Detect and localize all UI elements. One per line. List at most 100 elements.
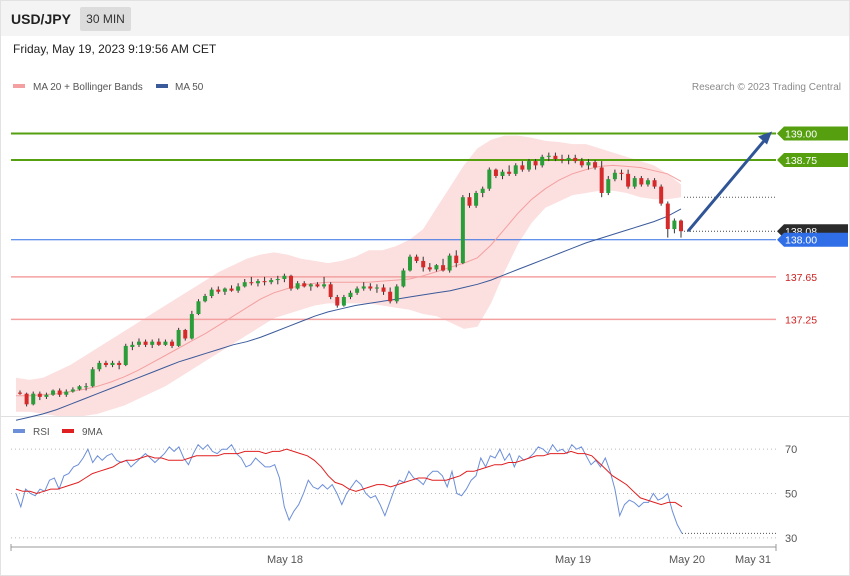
candle-body: [388, 291, 393, 302]
candle-down: [652, 178, 657, 189]
candle-body: [136, 341, 141, 345]
candle-up: [322, 276, 327, 289]
candle-body: [553, 155, 558, 159]
candle-body: [520, 165, 525, 170]
projection-arrow-head: [758, 131, 772, 145]
candle-body: [606, 179, 611, 193]
candle-body: [322, 284, 327, 287]
ma50-legend-label: MA 50: [175, 82, 204, 93]
candle-body: [487, 169, 492, 189]
candle-up: [348, 290, 353, 300]
candle-body: [90, 369, 95, 387]
candle-body: [295, 283, 300, 289]
candle-body: [242, 282, 247, 287]
candle-body: [269, 280, 274, 283]
candle-down: [24, 392, 29, 407]
candle-up: [341, 294, 346, 307]
candle-up: [84, 383, 89, 391]
candle-up: [282, 273, 287, 283]
candle-body: [196, 301, 201, 315]
bollinger-band: [16, 135, 681, 416]
candle-down: [560, 154, 565, 164]
candle-body: [189, 314, 194, 339]
candle-down: [302, 281, 307, 288]
candle-up: [546, 152, 551, 162]
candle-up: [44, 392, 49, 400]
candle-down: [579, 157, 584, 168]
candle-body: [361, 286, 366, 289]
candle-body: [130, 344, 135, 347]
pivot-tag-label: 138.00: [785, 235, 817, 247]
candle-up: [308, 283, 313, 291]
candle-body: [57, 390, 62, 395]
candle-down: [57, 388, 62, 397]
credit-label: Research © 2023 Trading Central: [692, 82, 841, 93]
projection-arrow: [686, 131, 772, 233]
resistance-tag-shape: [777, 153, 848, 168]
candle-up: [361, 282, 366, 291]
candle-down: [249, 276, 254, 286]
candle-body: [203, 295, 208, 302]
rsi-ma-legend-swatch: [62, 429, 74, 433]
candle-up: [64, 389, 69, 397]
candle-up: [672, 218, 677, 234]
candle-body: [328, 284, 333, 298]
candle-body: [302, 283, 307, 287]
candle-body: [480, 188, 485, 193]
rsi-legend-swatch: [13, 429, 25, 433]
candle-down: [593, 160, 598, 170]
candle-down: [414, 254, 419, 264]
candle-up: [51, 389, 56, 396]
candle-down: [553, 152, 558, 162]
candle-body: [51, 390, 56, 395]
candle-up: [401, 268, 406, 288]
x-axis: May 18 May 19 May 20 May 31: [10, 544, 777, 566]
candle-body: [110, 362, 115, 366]
candle-body: [44, 394, 49, 397]
candles: [18, 152, 683, 407]
candle-up: [222, 287, 227, 295]
candle-down: [679, 219, 683, 238]
candle-down: [216, 286, 221, 294]
candle-body: [103, 362, 108, 366]
candle-body: [37, 393, 42, 397]
rsi-panel: 70 50 30: [11, 443, 797, 545]
panel-divider: [1, 416, 849, 417]
rsi-ma-line: [15, 448, 683, 508]
candle-body: [546, 155, 551, 157]
candle-down: [117, 360, 122, 370]
ma50-line: [15, 208, 682, 421]
candle-down: [262, 276, 267, 286]
candle-body: [143, 341, 148, 345]
candle-body: [262, 281, 267, 283]
candle-body: [672, 220, 677, 230]
candle-up: [374, 284, 379, 293]
candle-down: [507, 165, 512, 176]
candle-body: [183, 329, 188, 339]
candle-body: [150, 341, 155, 345]
candle-up: [355, 286, 360, 295]
candle-up: [526, 158, 531, 172]
candle-body: [77, 386, 82, 390]
x-tick-label: May 19: [555, 554, 591, 566]
timeframe-button[interactable]: 30 MIN: [80, 7, 131, 31]
candle-down: [381, 284, 386, 295]
resistance-tag: 138.75: [777, 153, 848, 168]
candle-body: [560, 158, 565, 161]
candle-up: [77, 385, 82, 391]
candle-body: [222, 288, 227, 292]
candle-body: [209, 289, 214, 296]
candle-down: [573, 154, 578, 164]
candle-up: [31, 391, 36, 406]
candle-up: [487, 167, 492, 191]
candle-body: [282, 275, 287, 279]
candle-down: [170, 339, 175, 349]
candle-body: [533, 161, 538, 166]
candle-down: [328, 282, 333, 300]
candle-down: [665, 201, 670, 238]
candle-up: [480, 186, 485, 198]
candle-up: [136, 338, 141, 347]
candle-body: [639, 178, 644, 185]
timestamp: Friday, May 19, 2023 9:19:56 AM CET: [13, 42, 217, 56]
candle-body: [586, 162, 591, 166]
